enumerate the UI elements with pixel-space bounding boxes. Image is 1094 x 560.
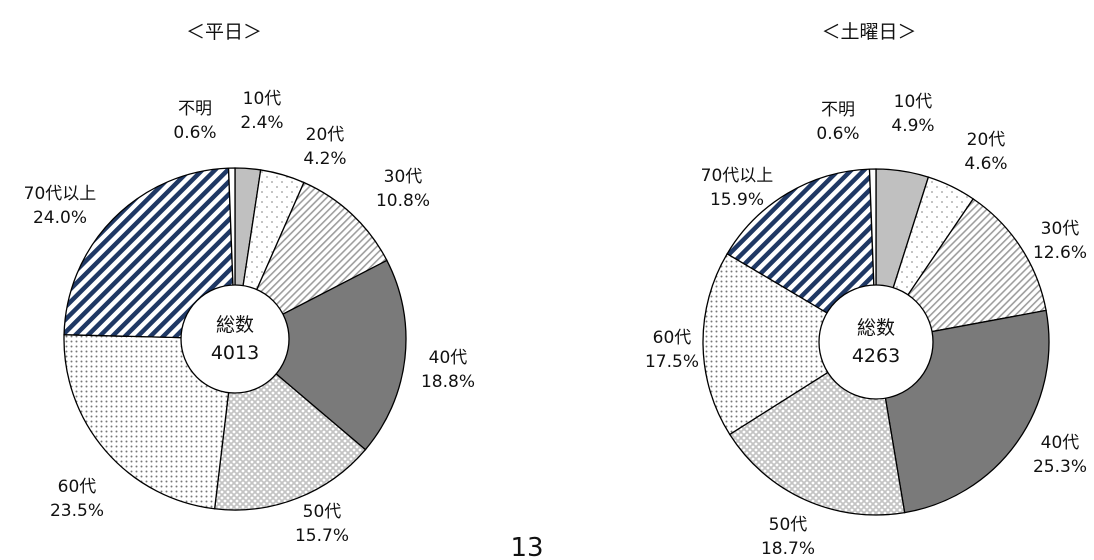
slice-value-label: 17.5% — [645, 352, 699, 372]
slice-value-label: 10.8% — [376, 191, 430, 211]
center-label: 総数 — [216, 314, 254, 336]
slice-category-label: 70代以上 — [24, 184, 97, 204]
slice-category-label: 30代 — [1041, 219, 1080, 239]
slice-category-label: 50代 — [769, 515, 808, 535]
weekday-pie-chart: 総数 4013 ＜平日＞ 10代 2.4% 20代 4.2% 30代 10.8% 40代 18.8%… — [24, 21, 475, 546]
slice-value-label: 18.7% — [761, 539, 815, 559]
slice-category-label: 60代 — [653, 328, 692, 348]
pie-slice-3 — [233, 259, 407, 451]
slice-category-label: 20代 — [306, 125, 345, 145]
center-hole — [180, 284, 290, 394]
center-value: 4263 — [852, 345, 900, 367]
slice-category-label: 20代 — [967, 130, 1006, 150]
slice-value-label: 25.3% — [1033, 457, 1087, 477]
slice-value-label: 18.8% — [421, 372, 475, 392]
slice-category-label: 30代 — [384, 167, 423, 187]
saturday-pie-chart: 総数 4263 ＜土曜日＞ 10代 4.9% 20代 4.6% 30代 12.6% 40代 25.3… — [645, 21, 1087, 559]
slice-category-label: 10代 — [243, 89, 282, 109]
slice-value-label: 2.4% — [240, 113, 283, 133]
pie-slice-5 — [702, 252, 878, 436]
slice-value-label: 23.5% — [50, 501, 104, 521]
slice-value-label: 0.6% — [173, 123, 216, 143]
slice-value-label: 12.6% — [1033, 243, 1087, 263]
slice-category-label: 40代 — [1041, 433, 1080, 453]
page-number: 13 — [510, 533, 543, 560]
chart-title: ＜土曜日＞ — [821, 21, 916, 43]
slice-value-label: 0.6% — [816, 124, 859, 144]
center-label: 総数 — [857, 317, 895, 339]
slice-value-label: 4.6% — [964, 154, 1007, 174]
pie-slice-5 — [63, 334, 236, 510]
slice-value-label: 24.0% — [33, 208, 87, 228]
pie-slice-6 — [63, 167, 236, 340]
slice-category-label: 40代 — [429, 348, 468, 368]
slice-category-label: 不明 — [178, 99, 212, 119]
chart-title: ＜平日＞ — [186, 21, 262, 43]
slice-category-label: 10代 — [894, 92, 933, 112]
slice-category-label: 60代 — [58, 477, 97, 497]
slice-category-label: 不明 — [821, 100, 855, 120]
slice-value-label: 15.7% — [295, 526, 349, 546]
slice-value-label: 4.9% — [891, 116, 934, 136]
center-hole — [818, 284, 934, 400]
slice-value-label: 4.2% — [303, 149, 346, 169]
slice-category-label: 50代 — [303, 502, 342, 522]
slice-value-label: 15.9% — [710, 190, 764, 210]
center-value: 4013 — [211, 342, 259, 364]
slice-category-label: 70代以上 — [701, 166, 774, 186]
